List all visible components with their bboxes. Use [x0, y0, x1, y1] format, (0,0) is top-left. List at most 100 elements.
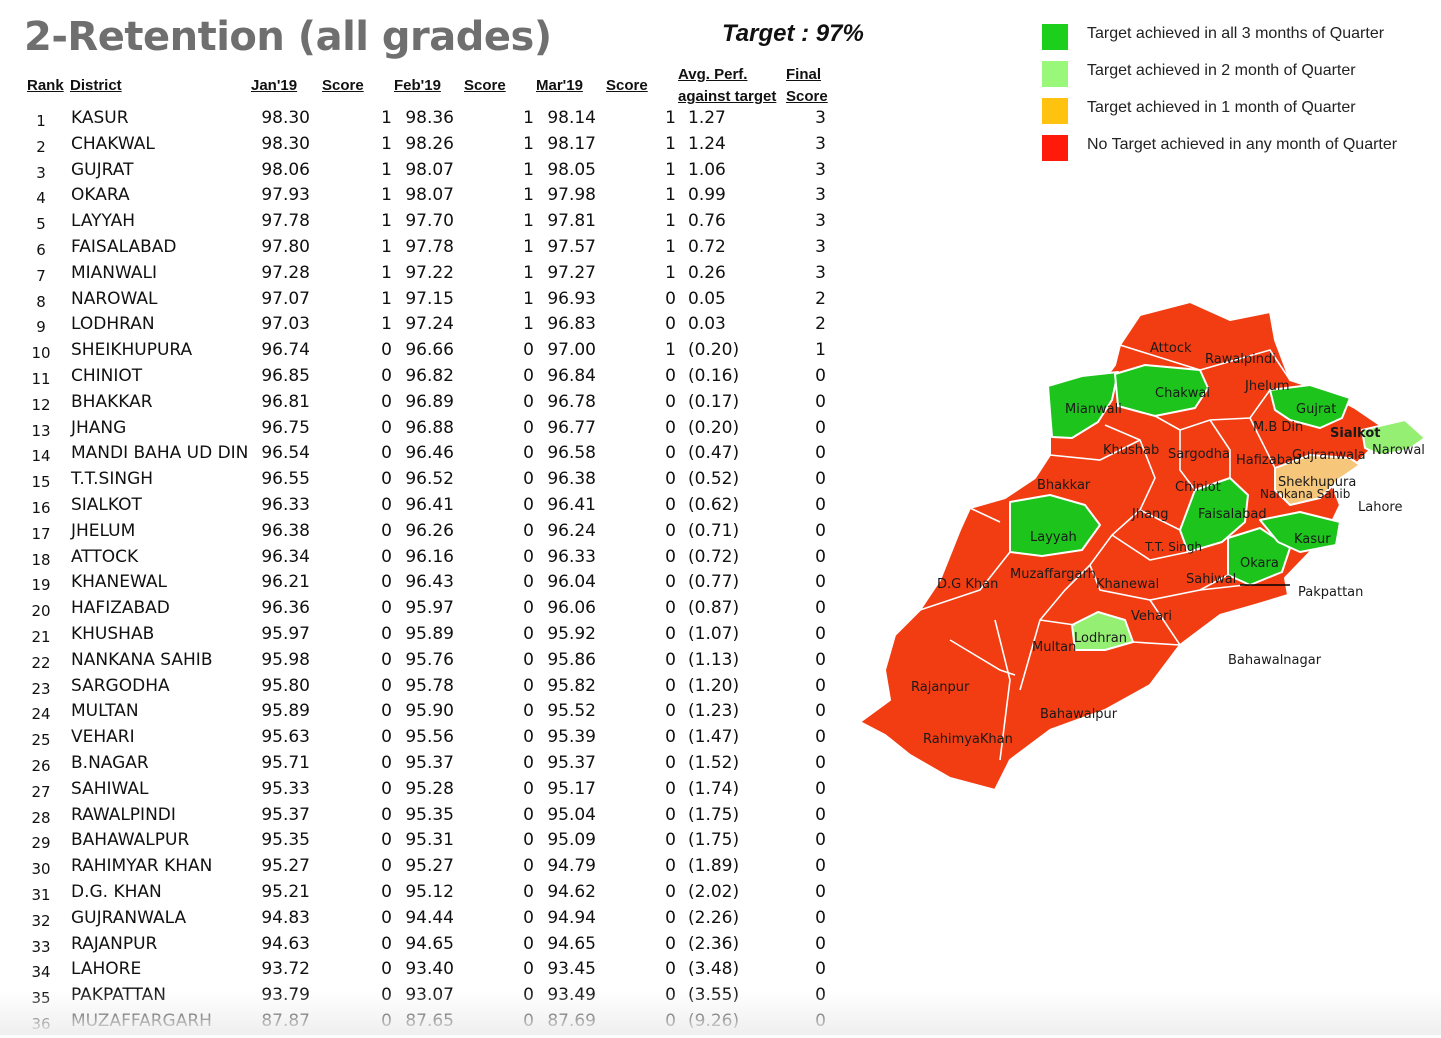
jan-score-cell: 1 [381, 159, 392, 180]
feb-value-cell: 93.40 [405, 959, 454, 980]
rank-cell: 17 [31, 524, 51, 543]
feb-value-cell: 96.52 [405, 469, 454, 490]
rank-cell: 27 [31, 782, 51, 801]
legend-swatch [1042, 135, 1068, 161]
jan-value-cell: 97.93 [261, 185, 310, 206]
final-score-cell: 0 [815, 469, 826, 490]
jan-score-cell: 0 [381, 572, 392, 593]
mar-value-cell: 96.41 [547, 494, 596, 515]
map-label: Gujrat [1296, 402, 1336, 417]
mar-value-cell: 95.82 [547, 675, 596, 696]
mar-value-cell: 97.27 [547, 262, 596, 283]
final-score-cell: 3 [815, 262, 826, 283]
mar-score-cell: 1 [665, 159, 676, 180]
jan-score-cell: 0 [381, 933, 392, 954]
table-row: 9 LODHRAN 97.03 1 97.24 1 96.83 0 0.03 2 [0, 312, 850, 338]
avg-perf-cell: 1.24 [688, 133, 726, 154]
final-score-cell: 2 [815, 314, 826, 335]
final-score-cell: 0 [815, 623, 826, 644]
feb-score-cell: 0 [523, 701, 534, 722]
district-cell: B.NAGAR [71, 752, 149, 773]
rank-cell: 9 [36, 318, 46, 337]
mar-score-cell: 0 [665, 288, 676, 309]
mar-score-cell: 0 [665, 365, 676, 386]
feb-score-cell: 0 [523, 443, 534, 464]
mar-value-cell: 97.98 [547, 185, 596, 206]
map-label: Mianwali [1065, 402, 1122, 417]
mar-score-cell: 0 [665, 701, 676, 722]
table-row: 25 VEHARI 95.63 0 95.56 0 95.39 0 (1.47)… [0, 725, 850, 751]
district-cell: HAFIZABAD [71, 598, 170, 619]
district-cell: BHAKKAR [71, 391, 153, 412]
table-row: 3 GUJRAT 98.06 1 98.07 1 98.05 1 1.06 3 [0, 158, 850, 184]
mar-score-cell: 0 [665, 443, 676, 464]
map-label: Sahiwal [1186, 572, 1236, 587]
feb-score-cell: 0 [523, 520, 534, 541]
jan-score-cell: 0 [381, 701, 392, 722]
map-label: Chiniot [1175, 480, 1221, 495]
mar-score-cell: 0 [665, 598, 676, 619]
final-score-cell: 0 [815, 443, 826, 464]
rank-cell: 4 [36, 189, 46, 208]
jan-value-cell: 95.35 [261, 830, 310, 851]
jan-value-cell: 95.21 [261, 881, 310, 902]
feb-score-cell: 0 [523, 340, 534, 361]
feb-value-cell: 98.07 [405, 185, 454, 206]
mar-score-cell: 0 [665, 417, 676, 438]
mar-value-cell: 97.00 [547, 340, 596, 361]
mar-score-cell: 1 [665, 133, 676, 154]
mar-score-cell: 0 [665, 804, 676, 825]
feb-score-cell: 1 [523, 185, 534, 206]
map-label: M.B Din [1253, 420, 1303, 435]
feb-score-cell: 0 [523, 933, 534, 954]
feb-score-cell: 0 [523, 804, 534, 825]
table-row: 18 ATTOCK 96.34 0 96.16 0 96.33 0 (0.72)… [0, 545, 850, 571]
rank-cell: 23 [31, 679, 51, 698]
district-cell: ATTOCK [71, 546, 139, 567]
jan-value-cell: 96.74 [261, 340, 310, 361]
mar-score-cell: 1 [665, 236, 676, 257]
feb-value-cell: 95.12 [405, 881, 454, 902]
final-score-cell: 2 [815, 288, 826, 309]
mar-score-cell: 0 [665, 752, 676, 773]
feb-value-cell: 95.56 [405, 727, 454, 748]
feb-value-cell: 95.37 [405, 752, 454, 773]
district-cell: SARGODHA [71, 675, 170, 696]
district-cell: GUJRAT [71, 159, 134, 180]
mar-value-cell: 95.04 [547, 804, 596, 825]
rank-cell: 30 [31, 860, 51, 879]
jan-value-cell: 95.27 [261, 856, 310, 877]
table-row: 1 KASUR 98.30 1 98.36 1 98.14 1 1.27 3 [0, 106, 850, 132]
rank-cell: 10 [31, 344, 51, 363]
rank-cell: 25 [31, 731, 51, 750]
jan-score-cell: 0 [381, 391, 392, 412]
feb-score-cell: 0 [523, 778, 534, 799]
map-label: Faisalabad [1198, 507, 1267, 522]
mar-score-cell: 0 [665, 959, 676, 980]
jan-value-cell: 96.81 [261, 391, 310, 412]
feb-score-cell: 0 [523, 907, 534, 928]
final-score-cell: 0 [815, 546, 826, 567]
district-layyah [1009, 494, 1101, 557]
avg-perf-cell: (1.74) [688, 778, 740, 799]
rank-cell: 1 [36, 112, 46, 130]
avg-perf-cell: (1.13) [688, 649, 740, 670]
mar-score-cell: 1 [665, 211, 676, 232]
feb-value-cell: 97.78 [405, 236, 454, 257]
map-label: Muzaffargarh [1010, 567, 1096, 582]
rank-cell: 2 [36, 137, 46, 156]
district-cell: VEHARI [71, 727, 135, 748]
map-label: Nankana Sahib [1260, 487, 1350, 501]
jan-score-cell: 1 [381, 211, 392, 232]
mar-score-cell: 0 [665, 572, 676, 593]
feb-value-cell: 97.24 [405, 314, 454, 335]
feb-score-cell: 1 [523, 133, 534, 154]
mar-value-cell: 96.04 [547, 572, 596, 593]
map-label: Multan [1032, 640, 1076, 655]
rank-cell: 7 [36, 266, 46, 285]
rank-cell: 28 [31, 808, 51, 827]
feb-value-cell: 95.31 [405, 830, 454, 851]
table-row: 7 MIANWALI 97.28 1 97.22 1 97.27 1 0.26 … [0, 261, 850, 287]
rank-cell: 31 [31, 885, 51, 904]
feb-score-cell: 0 [523, 623, 534, 644]
